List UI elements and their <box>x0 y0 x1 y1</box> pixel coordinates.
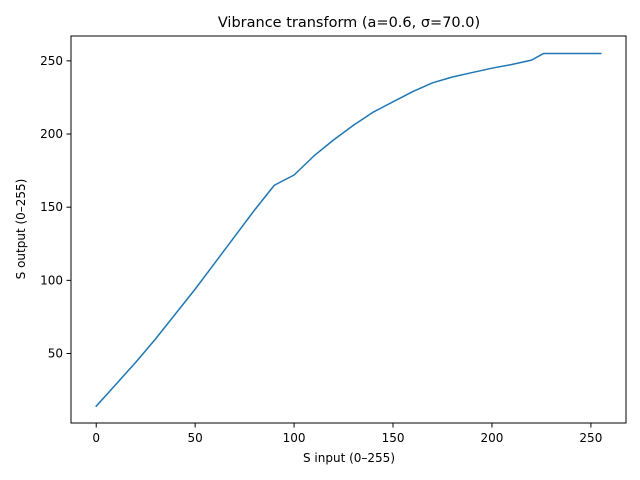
x-tick-label: 250 <box>579 431 602 445</box>
plot-frame <box>70 35 627 424</box>
y-tick-label: 200 <box>40 127 63 141</box>
chart-title: Vibrance transform (a=0.6, σ=70.0) <box>218 15 480 31</box>
x-tick-label: 0 <box>92 431 100 445</box>
x-tick-label: 100 <box>283 431 306 445</box>
plot-area <box>70 35 627 424</box>
y-tick-label: 50 <box>48 347 63 361</box>
x-tick-label: 200 <box>480 431 503 445</box>
y-tick-label: 100 <box>40 273 63 287</box>
x-axis-label: S input (0–255) <box>303 451 395 465</box>
x-tick-label: 150 <box>382 431 405 445</box>
x-tick-label: 50 <box>188 431 203 445</box>
x-axis-ticks: 0 50 100 150 200 250 <box>92 423 602 445</box>
y-axis-label: S output (0–255) <box>14 179 28 280</box>
series-line-0 <box>95 52 602 408</box>
y-axis-ticks: 50 100 150 200 250 <box>40 54 71 361</box>
y-tick-label: 150 <box>40 200 63 214</box>
y-tick-label: 250 <box>40 54 63 68</box>
